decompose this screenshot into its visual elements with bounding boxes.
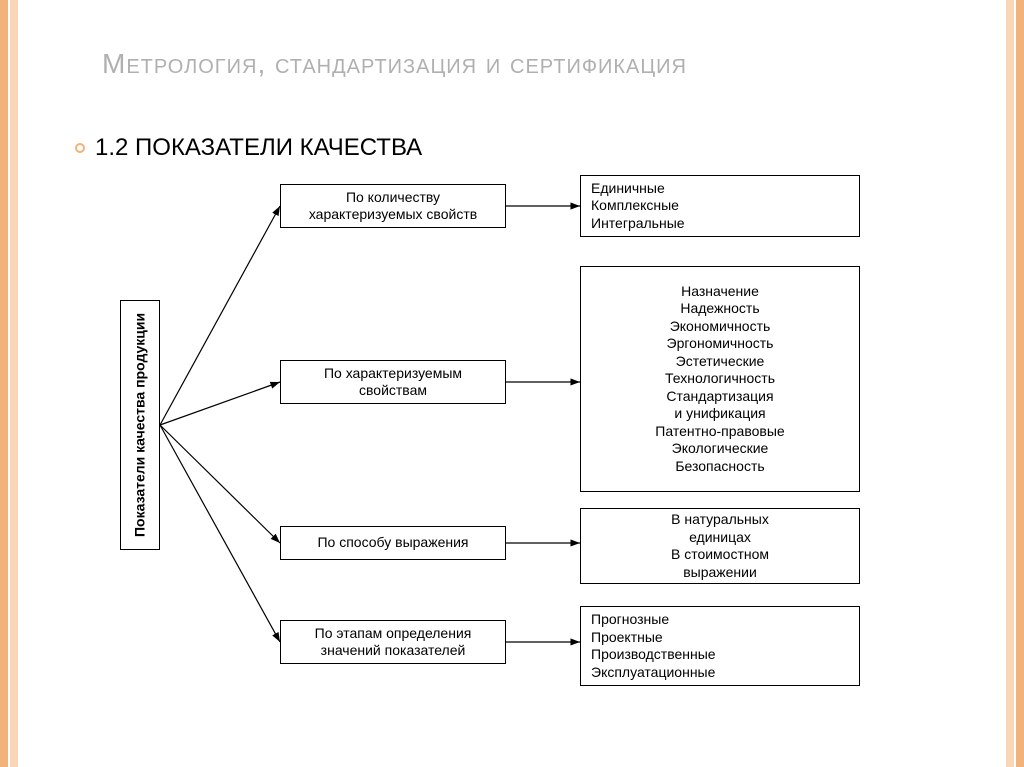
node-line: Эргономичность (667, 335, 774, 353)
connector-line (160, 382, 280, 425)
node-line: Интегральные (591, 215, 685, 233)
category-node-1: По характеризуемымсвойствам (280, 360, 506, 404)
node-line: По этапам определения (315, 625, 472, 643)
node-line: Эксплуатационные (591, 664, 715, 682)
connector-line (160, 425, 280, 642)
root-node: Показатели качества продукции (120, 300, 160, 550)
node-line: Технологичность (665, 370, 775, 388)
detail-node-0: ЕдиничныеКомплексныеИнтегральные (580, 175, 860, 237)
detail-node-2: В натуральныхединицахВ стоимостномвыраже… (580, 508, 860, 584)
node-line: Надежность (680, 300, 759, 318)
node-line: выражении (683, 564, 757, 582)
bullet-icon (75, 143, 85, 153)
node-line: Экономичность (670, 318, 771, 336)
node-line: По характеризуемым (324, 365, 462, 383)
node-line: Патентно-правовые (655, 423, 784, 441)
category-node-2: По способу выражения (280, 526, 506, 560)
page-subtitle: 1.2 ПОКАЗАТЕЛИ КАЧЕСТВА (95, 134, 422, 162)
node-line: Комплексные (591, 197, 679, 215)
node-line: По способу выражения (317, 534, 468, 552)
node-line: По количеству (346, 189, 440, 207)
node-line: Показатели качества продукции (131, 313, 149, 537)
node-line: характеризуемых свойств (309, 206, 477, 224)
node-line: Проектные (591, 629, 663, 647)
stripe-outer (0, 0, 8, 767)
stripe-outer (1016, 0, 1024, 767)
connector-line (160, 206, 280, 425)
connector-line (160, 425, 280, 543)
node-line: Назначение (681, 283, 759, 301)
detail-node-1: НазначениеНадежностьЭкономичностьЭргоном… (580, 266, 860, 492)
node-line: свойствам (359, 382, 427, 400)
stripe-inner (1006, 0, 1014, 767)
diagram-container: Показатели качества продукции По количест… (120, 170, 910, 710)
node-line: единицах (689, 529, 751, 547)
decor-stripe-right (1006, 0, 1024, 767)
page-title: Метрология, стандартизация и сертификаци… (102, 48, 687, 80)
detail-node-3: ПрогнозныеПроектныеПроизводственныеЭкспл… (580, 606, 860, 686)
category-node-0: По количествухарактеризуемых свойств (280, 184, 506, 228)
node-line: Прогнозные (591, 611, 669, 629)
node-line: Стандартизация (666, 388, 773, 406)
node-line: значений показателей (321, 642, 466, 660)
node-line: Экологические (672, 440, 769, 458)
node-line: Эстетические (676, 353, 765, 371)
node-line: В натуральных (671, 511, 769, 529)
node-line: Безопасность (675, 458, 764, 476)
node-line: Единичные (591, 180, 665, 198)
node-line: и унификация (674, 405, 765, 423)
decor-stripe-left (0, 0, 18, 767)
node-line: Производственные (591, 646, 716, 664)
subtitle-row: 1.2 ПОКАЗАТЕЛИ КАЧЕСТВА (75, 134, 422, 162)
stripe-inner (10, 0, 18, 767)
category-node-3: По этапам определениязначений показателе… (280, 620, 506, 664)
node-line: В стоимостном (671, 546, 769, 564)
